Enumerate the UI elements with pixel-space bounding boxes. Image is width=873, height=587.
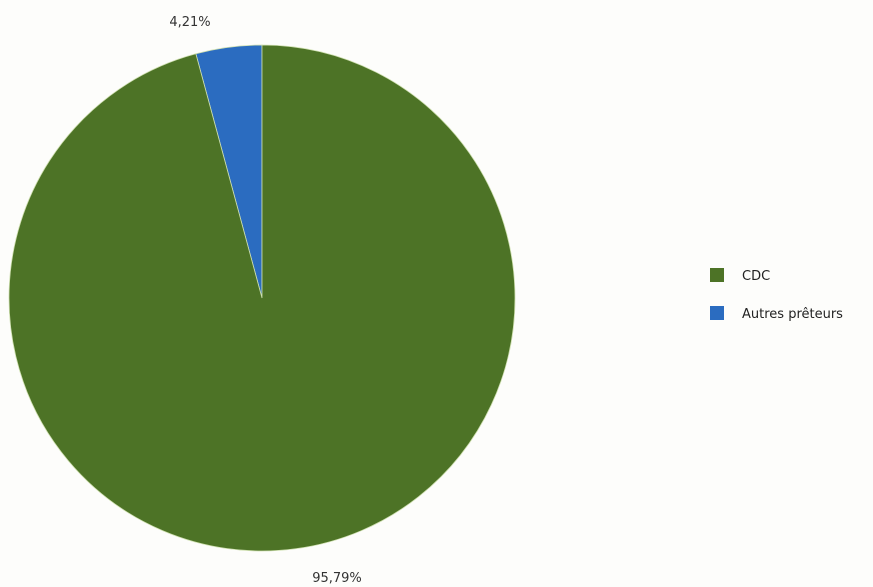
data-label-autres-preteurs: 4,21% <box>169 15 210 30</box>
data-label-cdc: 95,79% <box>312 571 362 586</box>
pie-slice-cdc <box>8 44 516 552</box>
legend-swatch-autres-preteurs <box>710 306 724 320</box>
legend-label-autres-preteurs: Autres prêteurs <box>742 307 843 322</box>
legend-label-cdc: CDC <box>742 269 770 284</box>
pie-data-labels: 95,79% 4,21% <box>169 15 361 586</box>
legend-swatch-cdc <box>710 268 724 282</box>
legend: CDC Autres prêteurs <box>710 268 843 322</box>
pie-slices <box>8 44 516 552</box>
